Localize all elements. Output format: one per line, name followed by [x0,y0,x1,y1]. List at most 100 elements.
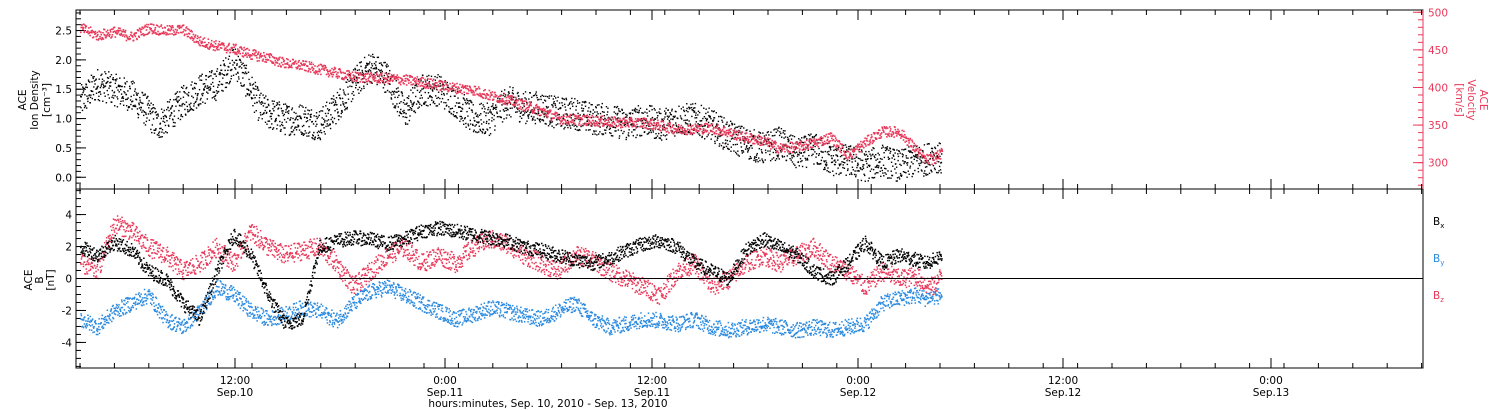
data-point [564,113,567,115]
data-point [843,162,846,164]
data-point [547,110,549,112]
data-point [875,159,877,161]
data-point [313,131,315,134]
data-point [121,97,123,99]
data-point [221,83,224,86]
data-point [674,130,677,133]
data-point [726,135,729,138]
data-point [666,127,669,130]
data-point [223,64,225,66]
data-point [542,107,545,110]
data-point [543,95,545,97]
data-point [793,149,796,151]
data-point [529,111,532,114]
data-point [142,94,145,96]
data-point [907,150,910,152]
data-point [326,69,329,71]
data-point [763,140,766,142]
data-point [240,61,242,63]
data-point [903,161,906,163]
data-point [254,54,257,57]
data-point [490,94,492,97]
data-point [668,123,671,126]
data-point [726,131,728,134]
data-point [549,109,551,111]
data-point [536,117,539,120]
data-point [361,73,363,75]
data-point [227,69,229,72]
data-point [325,73,328,76]
data-point [485,112,487,114]
data-point [399,111,401,113]
data-point [711,110,713,112]
data-point [761,158,763,160]
data-point [216,48,219,51]
data-point [526,110,529,112]
data-point [300,62,303,65]
data-point [309,63,311,65]
data-point [492,107,495,109]
data-point [105,102,108,104]
data-point [605,122,608,125]
data-point [586,122,588,125]
data-point [85,25,88,28]
data-point [567,126,569,129]
data-point [304,113,307,115]
data-point [107,77,110,79]
data-point [255,109,257,112]
data-point [108,87,110,89]
data-point [101,81,103,83]
data-point [418,91,421,93]
data-point [494,125,496,127]
data-point [83,87,85,90]
data-point [270,118,273,120]
data-point [650,119,653,122]
data-point [621,109,623,111]
data-point [624,125,627,128]
data-point [921,157,924,159]
data-point [636,134,638,136]
data-point [218,48,220,51]
data-point [519,105,522,108]
data-point [824,135,827,138]
data-point [146,104,149,106]
data-point [303,64,306,67]
data-point [748,146,751,149]
data-point [215,90,218,92]
data-point [699,125,701,128]
data-point [758,131,760,133]
data-point [728,125,730,127]
data-point [814,145,816,148]
data-point [103,28,105,31]
data-point [92,77,94,80]
data-point [341,111,343,113]
data-point [660,139,663,141]
data-point [396,77,398,80]
data-point [649,125,651,127]
data-point [228,82,230,85]
data-point [657,124,660,126]
data-point [207,76,210,78]
data-point [382,81,384,84]
data-point [228,42,231,45]
data-point [595,116,597,118]
data-point [868,165,871,168]
data-point [143,33,146,36]
data-point [877,172,879,174]
data-point [317,130,320,132]
data-point [134,105,137,108]
data-point [189,36,191,39]
data-point [134,88,137,90]
data-point [404,116,406,118]
data-point [210,43,212,46]
data-point [340,104,342,106]
data-point [90,31,92,34]
data-point [815,138,818,141]
data-point [224,69,226,72]
data-point [181,115,184,118]
data-point [138,107,141,109]
data-point [788,139,790,142]
data-point [926,162,928,164]
data-point [832,134,834,137]
data-point [800,137,803,139]
